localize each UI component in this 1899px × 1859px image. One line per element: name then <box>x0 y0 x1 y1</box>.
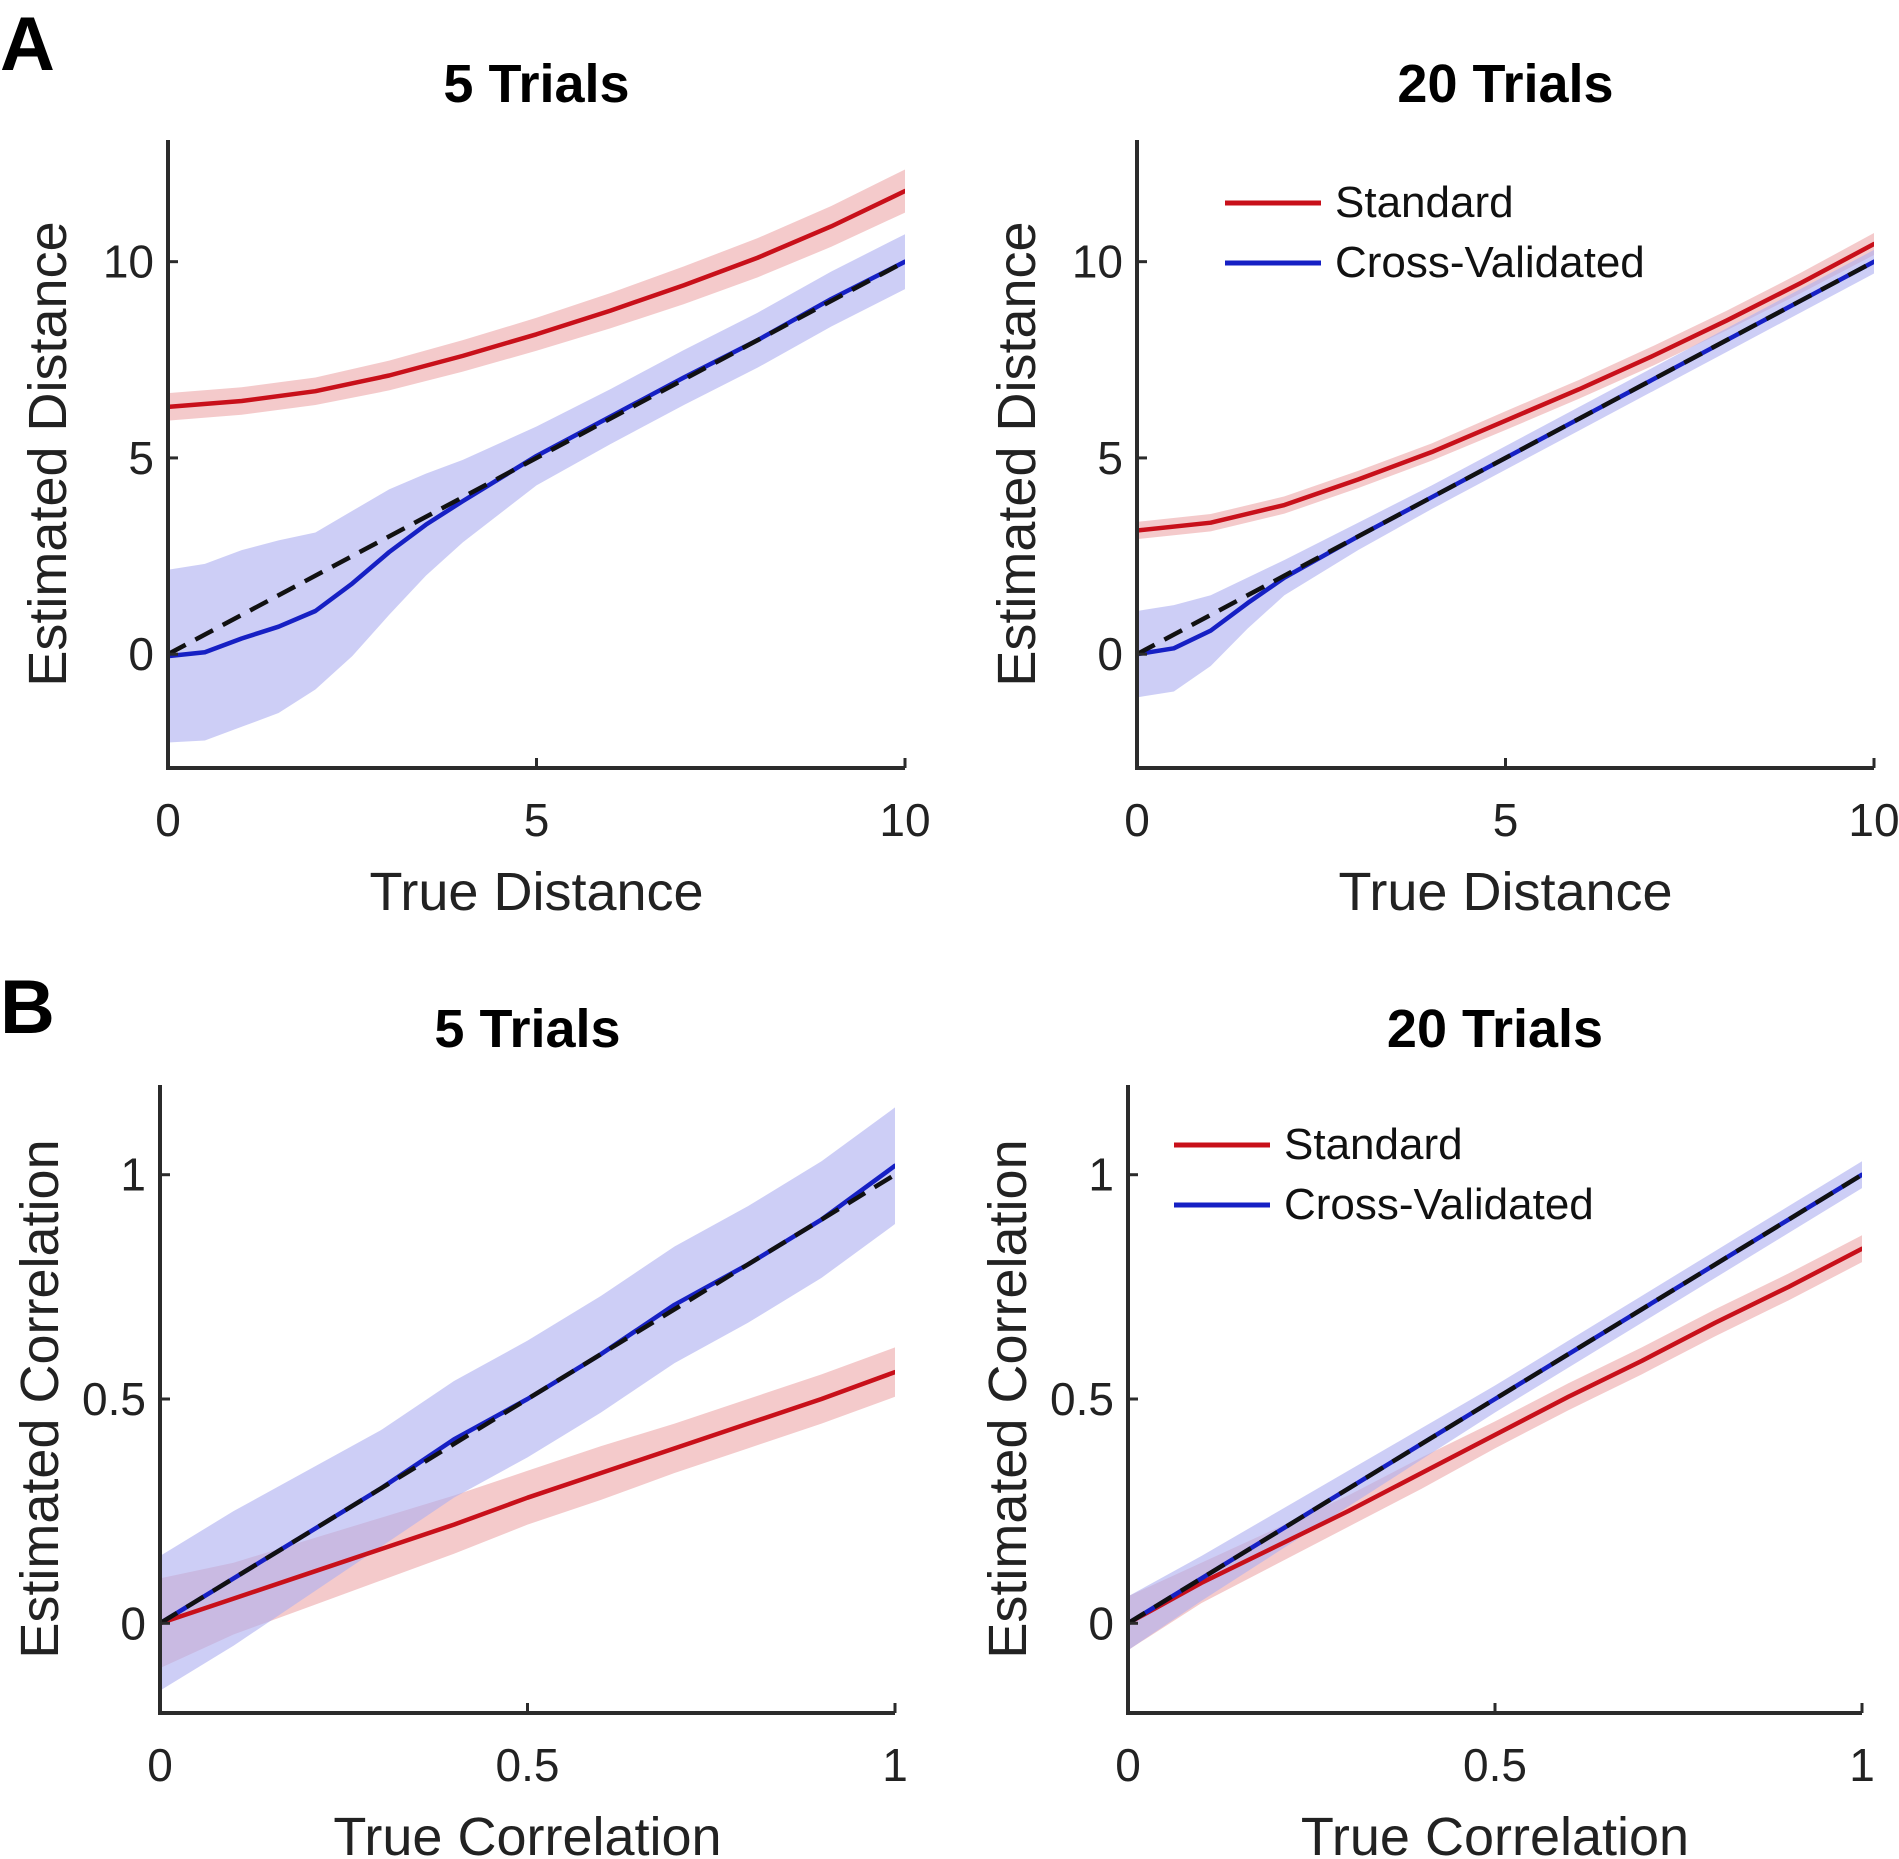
x-tick-label: 0 <box>155 794 181 846</box>
y-tick-label: 5 <box>128 432 154 484</box>
legend-label: Cross-Validated <box>1335 238 1645 287</box>
y-tick-label: 0 <box>120 1597 146 1649</box>
x-tick-label: 0.5 <box>496 1739 560 1791</box>
identity-line <box>1137 259 1874 657</box>
y-tick-label: 10 <box>1072 236 1123 288</box>
series-line-standard <box>1128 1246 1862 1626</box>
identity-line <box>168 259 905 657</box>
x-tick-label: 0.5 <box>1463 1739 1527 1791</box>
chart-title: 5 Trials <box>443 54 629 114</box>
chart-1: 0 5 10 0 5 10 5 Trials True Distance Estimated D… <box>18 54 931 922</box>
series-band-cross_validated <box>168 234 905 743</box>
panel-letter-a: A <box>0 2 55 87</box>
series-band-standard <box>160 1347 895 1669</box>
series-line-standard <box>168 188 905 410</box>
x-tick-label: 1 <box>882 1739 908 1791</box>
x-tick-label: 0 <box>1124 794 1150 846</box>
y-tick-label: 5 <box>1097 432 1123 484</box>
plot-area <box>1137 233 1874 698</box>
x-tick-label: 0 <box>147 1739 173 1791</box>
identity-line <box>1128 1172 1862 1626</box>
y-axis-label: Estimated Correlation <box>10 1139 70 1658</box>
series-line-cross_validated <box>168 259 905 659</box>
legend: Standard Cross-Validated <box>1225 178 1645 287</box>
y-tick-label: 0 <box>128 628 154 680</box>
chart-title: 5 Trials <box>434 999 620 1059</box>
chart-3: 0 0.5 1 0 0.5 1 5 Trials True Correlation Estima… <box>10 999 908 1859</box>
y-axis-label: Estimated Correlation <box>978 1139 1038 1658</box>
y-tick-label: 10 <box>103 236 154 288</box>
y-tick-label: 1 <box>1088 1149 1114 1201</box>
plot-area <box>168 169 905 743</box>
x-tick-label: 5 <box>524 794 550 846</box>
series-line-standard <box>1137 241 1874 533</box>
plot-area <box>160 1107 895 1691</box>
series-line-standard <box>160 1369 895 1626</box>
x-tick-label: 10 <box>879 794 930 846</box>
series-band-standard <box>1128 1235 1862 1651</box>
chart-title: 20 Trials <box>1397 54 1613 114</box>
identity-line <box>160 1172 895 1626</box>
legend-label: Cross-Validated <box>1284 1180 1594 1229</box>
x-tick-label: 1 <box>1849 1739 1875 1791</box>
x-tick-label: 0 <box>1115 1739 1141 1791</box>
legend-label: Standard <box>1284 1120 1463 1169</box>
y-tick-label: 0 <box>1097 628 1123 680</box>
y-axis-label: Estimated Distance <box>18 221 78 686</box>
chart-title: 20 Trials <box>1387 999 1603 1059</box>
x-tick-label: 10 <box>1848 794 1899 846</box>
x-axis-label: True Correlation <box>1301 1807 1689 1859</box>
legend-label: Standard <box>1335 178 1514 227</box>
x-axis-label: True Distance <box>1338 862 1672 922</box>
y-axis-label: Estimated Distance <box>987 221 1047 686</box>
y-tick-label: 0.5 <box>82 1373 146 1425</box>
series-band-standard <box>168 169 905 421</box>
chart-4: 0 0.5 1 0 0.5 1 20 Trials True Correlation Estim… <box>978 999 1875 1859</box>
y-tick-label: 0.5 <box>1050 1373 1114 1425</box>
y-tick-label: 0 <box>1088 1597 1114 1649</box>
y-tick-label: 1 <box>120 1149 146 1201</box>
x-axis-label: True Correlation <box>333 1807 721 1859</box>
x-tick-label: 5 <box>1493 794 1519 846</box>
x-axis-label: True Distance <box>369 862 703 922</box>
plot-area <box>1128 1161 1862 1651</box>
series-band-cross_validated <box>1128 1161 1862 1651</box>
legend: Standard Cross-Validated <box>1174 1120 1594 1229</box>
series-band-cross_validated <box>1137 249 1874 698</box>
panel-letter-b: B <box>0 965 55 1050</box>
chart-2: 0 5 10 0 5 10 20 Trials True Distance Estimated … <box>987 54 1899 922</box>
